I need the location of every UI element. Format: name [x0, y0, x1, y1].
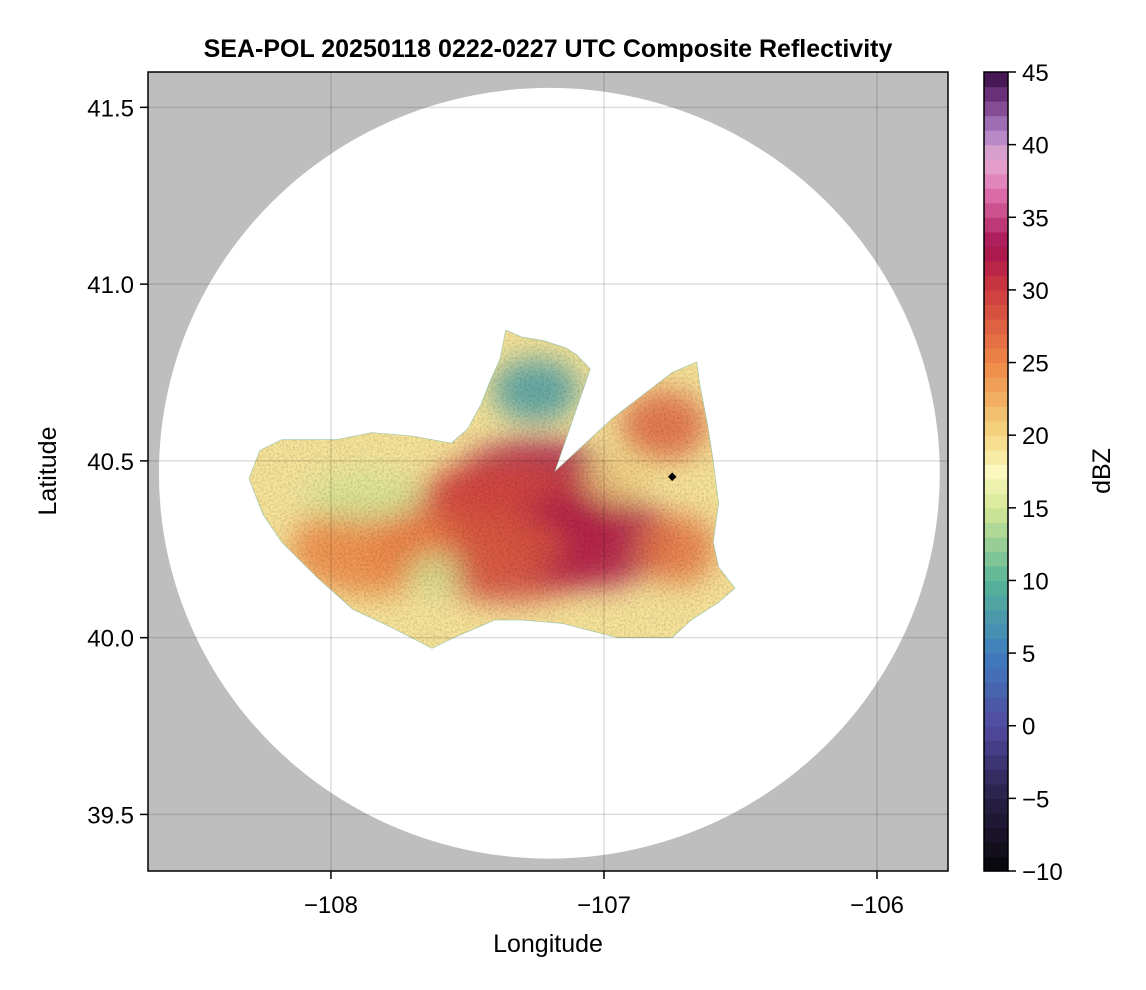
colorbar: −10 −5 0 5 10 15 20 25 30 35 40 45: [983, 60, 1063, 886]
colorbar-bin: [984, 682, 1008, 698]
colorbar-tick-label: 25: [1022, 351, 1049, 378]
colorbar-tick-label: 40: [1022, 133, 1049, 160]
x-tick-label: −108: [304, 892, 358, 919]
colorbar-bin: [984, 377, 1008, 393]
colorbar-bin: [984, 101, 1008, 117]
colorbar-bin: [984, 478, 1008, 494]
colorbar-bin: [984, 638, 1008, 654]
colorbar-bin: [984, 260, 1008, 276]
colorbar-bin: [984, 624, 1008, 640]
colorbar-tick-label: −5: [1022, 786, 1049, 813]
colorbar-tick-label: 10: [1022, 568, 1049, 595]
colorbar-tick-label: 0: [1022, 714, 1035, 741]
y-tick-label: 40.0: [87, 626, 134, 653]
colorbar-bin: [984, 202, 1008, 218]
colorbar-tick-label: 45: [1022, 60, 1049, 87]
colorbar-bin: [984, 159, 1008, 175]
colorbar-bin: [984, 246, 1008, 262]
colorbar-bin: [984, 275, 1008, 291]
colorbar-bin: [984, 856, 1008, 872]
chart-title: SEA-POL 20250118 0222-0227 UTC Composite…: [204, 35, 893, 63]
x-tick-label: −107: [577, 892, 631, 919]
colorbar-bin: [984, 72, 1008, 88]
colorbar-bin: [984, 406, 1008, 422]
y-tick-label: 41.5: [87, 95, 134, 122]
colorbar-bin: [984, 522, 1008, 538]
radar-site-marker: [667, 472, 677, 482]
x-axis: −108 −107 −106: [304, 871, 904, 919]
colorbar-bin: [984, 754, 1008, 770]
colorbar-bin: [984, 173, 1008, 189]
colorbar-bin: [984, 318, 1008, 335]
colorbar-tick-label: 5: [1022, 641, 1035, 668]
colorbar-bin: [984, 536, 1008, 552]
colorbar-bin: [984, 565, 1008, 582]
colorbar-bin: [984, 493, 1008, 509]
y-tick-label: 40.5: [87, 449, 134, 476]
colorbar-bin: [984, 217, 1008, 233]
colorbar-bin: [984, 827, 1008, 843]
colorbar-label: dBZ: [1088, 448, 1116, 494]
colorbar-tick-label: 20: [1022, 423, 1049, 450]
colorbar-tick-label: 15: [1022, 496, 1049, 523]
colorbar-bin: [984, 435, 1008, 451]
colorbar-bin: [984, 464, 1008, 480]
y-tick-label: 41.0: [87, 272, 134, 299]
colorbar-bin: [984, 507, 1008, 523]
colorbar-bin: [984, 304, 1008, 320]
colorbar-bin: [984, 551, 1008, 567]
plot-frame: [147, 71, 949, 872]
colorbar-bin: [984, 740, 1008, 756]
colorbar-bin: [984, 667, 1008, 683]
colorbar-bin: [984, 609, 1008, 625]
colorbar-bin: [984, 798, 1008, 814]
colorbar-tick-label: −10: [1022, 859, 1063, 886]
colorbar-bin: [984, 144, 1008, 160]
colorbar-bin: [984, 348, 1008, 364]
colorbar-bin: [984, 420, 1008, 436]
colorbar-tick-label: 35: [1022, 205, 1049, 232]
colorbar-bin: [984, 289, 1008, 306]
colorbar-bin: [984, 711, 1008, 727]
colorbar-bin: [984, 333, 1008, 349]
x-axis-label: Longitude: [493, 930, 603, 958]
plot-area: [148, 72, 948, 871]
colorbar-bin: [984, 188, 1008, 204]
y-tick-label: 39.5: [87, 802, 134, 829]
colorbar-bin: [984, 391, 1008, 407]
x-tick-label: −106: [850, 892, 904, 919]
y-axis: 39.5 40.0 40.5 41.0 41.5: [87, 95, 148, 829]
colorbar-bin: [984, 362, 1008, 378]
colorbar-bin: [984, 769, 1008, 785]
colorbar-tick-label: 30: [1022, 278, 1049, 305]
colorbar-bin: [984, 130, 1008, 146]
colorbar-bin: [984, 86, 1008, 102]
echo-outline: [248, 329, 736, 649]
colorbar-bin: [984, 812, 1008, 829]
colorbar-bin: [984, 580, 1008, 596]
colorbar-bin: [984, 783, 1008, 799]
colorbar-bin: [984, 653, 1008, 669]
colorbar-bin: [984, 696, 1008, 712]
colorbar-bin: [984, 115, 1008, 131]
colorbar-bin: [984, 841, 1008, 858]
grid-lines: [148, 72, 948, 871]
colorbar-bin: [984, 725, 1008, 741]
colorbar-bin: [984, 594, 1008, 611]
colorbar-bin: [984, 449, 1008, 465]
colorbar-bin: [984, 231, 1008, 247]
y-axis-label: Latitude: [34, 427, 62, 516]
colorbar-frame: [983, 71, 1009, 872]
